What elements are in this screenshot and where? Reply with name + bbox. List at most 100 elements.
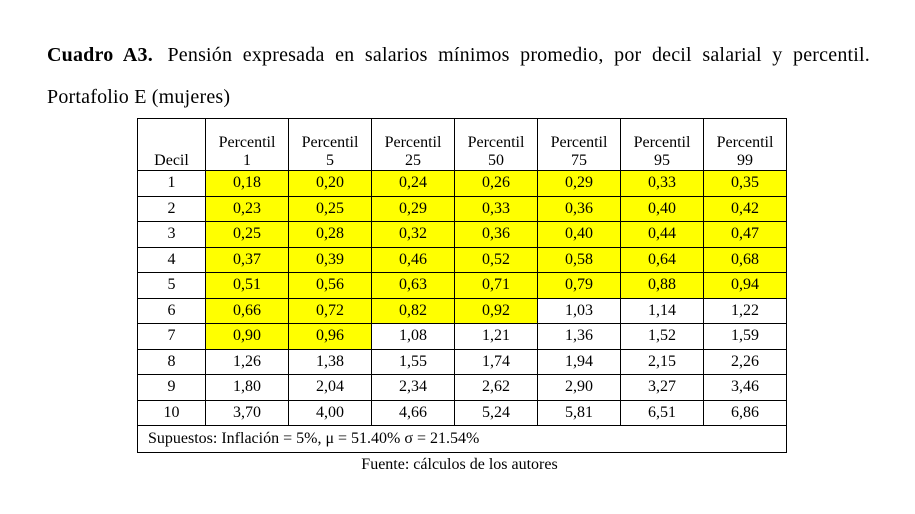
decil-cell: 10	[137, 399, 206, 426]
column-sub: 95	[654, 152, 670, 169]
value-cell: 0,46	[371, 246, 455, 273]
column-label: Percentil	[633, 134, 691, 151]
decil-cell: 4	[137, 246, 206, 273]
decil-cell: 3	[137, 221, 206, 248]
value-cell: 1,14	[620, 297, 704, 324]
decil-cell: 6	[137, 297, 206, 324]
column-header: Percentil 99	[703, 118, 787, 171]
column-header: Percentil 5	[288, 118, 372, 171]
column-sub: 1	[243, 152, 251, 169]
value-cell: 0,26	[454, 170, 538, 197]
row: 8 1,26 1,38 1,55 1,74 1,94 2,15 2,26	[137, 348, 787, 375]
value-cell: 3,27	[620, 374, 704, 401]
table: Decil Percentil 1 Percentil 5 Percentil 25 Perc…	[137, 118, 787, 453]
decil-cell: 9	[137, 374, 206, 401]
value-cell: 1,94	[537, 348, 621, 375]
value-cell: 0,92	[454, 297, 538, 324]
value-cell: 0,72	[288, 297, 372, 324]
value-cell: 0,36	[454, 221, 538, 248]
value-cell: 1,59	[703, 323, 787, 350]
row: 10 3,70 4,00 4,66 5,24 5,81 6,51 6,86	[137, 399, 787, 426]
value-cell: 6,86	[703, 399, 787, 426]
value-cell: 0,42	[703, 195, 787, 222]
value-cell: 2,90	[537, 374, 621, 401]
value-cell: 0,47	[703, 221, 787, 248]
value-cell: 0,24	[371, 170, 455, 197]
value-cell: 2,34	[371, 374, 455, 401]
value-cell: 3,46	[703, 374, 787, 401]
column-label: Percentil	[550, 134, 608, 151]
value-cell: 0,25	[205, 221, 289, 248]
value-cell: 2,62	[454, 374, 538, 401]
column-label: Percentil	[301, 134, 359, 151]
value-cell: 0,29	[371, 195, 455, 222]
value-cell: 0,29	[537, 170, 621, 197]
column-header: Percentil 1	[205, 118, 289, 171]
value-cell: 0,44	[620, 221, 704, 248]
source: Fuente: cálculos de los autores	[361, 456, 558, 473]
value-cell: 1,80	[205, 374, 289, 401]
decil-cell: 7	[137, 323, 206, 350]
value-cell: 3,70	[205, 399, 289, 426]
header-row: Decil Percentil 1 Percentil 5 Percentil 25 Perc…	[137, 118, 787, 171]
value-cell: 1,03	[537, 297, 621, 324]
column-header: Decil	[137, 118, 206, 171]
row: 3 0,25 0,28 0,32 0,36 0,40 0,44 0,47	[137, 221, 787, 248]
column-header: Percentil 75	[537, 118, 621, 171]
value-cell: 4,66	[371, 399, 455, 426]
column-label: Percentil	[467, 134, 525, 151]
value-cell: 0,36	[537, 195, 621, 222]
column-label: Percentil	[716, 134, 774, 151]
value-cell: 0,23	[205, 195, 289, 222]
value-cell: 1,22	[703, 297, 787, 324]
decil-cell: 2	[137, 195, 206, 222]
value-cell: 0,28	[288, 221, 372, 248]
value-cell: 5,81	[537, 399, 621, 426]
column-label: Percentil	[384, 134, 442, 151]
value-cell: 6,51	[620, 399, 704, 426]
value-cell: 0,94	[703, 272, 787, 299]
value-cell: 4,00	[288, 399, 372, 426]
column-sub: 75	[571, 152, 587, 169]
value-cell: 0,58	[537, 246, 621, 273]
value-cell: 0,20	[288, 170, 372, 197]
value-cell: 1,36	[537, 323, 621, 350]
value-cell: 0,64	[620, 246, 704, 273]
value-cell: 1,38	[288, 348, 372, 375]
value-cell: 0,52	[454, 246, 538, 273]
value-cell: 0,37	[205, 246, 289, 273]
value-cell: 0,88	[620, 272, 704, 299]
column-header: Percentil 50	[454, 118, 538, 171]
decil-cell: 8	[137, 348, 206, 375]
value-cell: 0,40	[537, 221, 621, 248]
value-cell: 1,26	[205, 348, 289, 375]
value-cell: 5,24	[454, 399, 538, 426]
value-cell: 0,66	[205, 297, 289, 324]
column-label: Decil	[154, 152, 189, 169]
value-cell: 0,32	[371, 221, 455, 248]
column-sub: 99	[737, 152, 753, 169]
value-cell: 0,39	[288, 246, 372, 273]
value-cell: 0,25	[288, 195, 372, 222]
value-cell: 0,90	[205, 323, 289, 350]
value-cell: 1,08	[371, 323, 455, 350]
column-sub: 5	[326, 152, 334, 169]
row: 2 0,23 0,25 0,29 0,33 0,36 0,40 0,42	[137, 195, 787, 222]
caption: Cuadro A3. Pensión expresada en salarios…	[47, 34, 870, 118]
value-cell: 0,33	[620, 170, 704, 197]
note-row: Supuestos: Inflación = 5%, μ = 51.40% σ …	[137, 425, 787, 453]
caption-text: Pensión expresada en salarios mínimos pr…	[47, 44, 870, 108]
value-cell: 0,33	[454, 195, 538, 222]
value-cell: 2,26	[703, 348, 787, 375]
value-cell: 2,04	[288, 374, 372, 401]
value-cell: 0,68	[703, 246, 787, 273]
value-cell: 1,74	[454, 348, 538, 375]
decil-cell: 5	[137, 272, 206, 299]
row: 9 1,80 2,04 2,34 2,62 2,90 3,27 3,46	[137, 374, 787, 401]
value-cell: 0,56	[288, 272, 372, 299]
value-cell: 0,96	[288, 323, 372, 350]
value-cell: 0,40	[620, 195, 704, 222]
column-label: Percentil	[218, 134, 276, 151]
value-cell: 0,63	[371, 272, 455, 299]
note: Supuestos: Inflación = 5%, μ = 51.40% σ …	[137, 425, 787, 453]
